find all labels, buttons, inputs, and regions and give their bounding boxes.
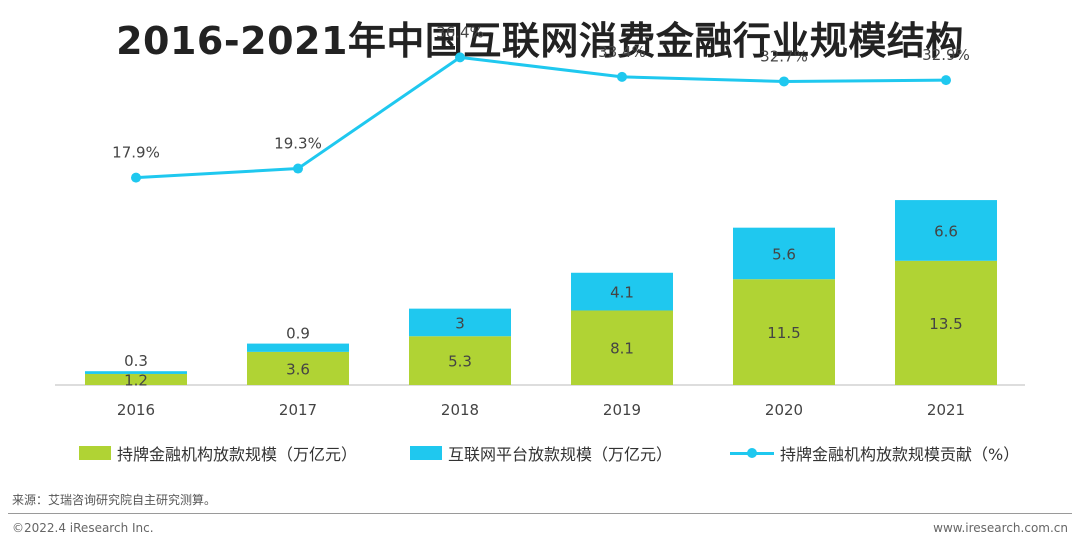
bar-platform-2016 [85, 371, 187, 374]
footer-divider [8, 513, 1072, 514]
data-label-licensed-2020: 11.5 [767, 324, 800, 342]
legend-label-contribution: 持牌金融机构放款规模贡献（%） [780, 445, 1020, 464]
bar-licensed-2019 [571, 310, 673, 385]
line-label-2017: 19.3% [274, 135, 322, 153]
legend: 持牌金融机构放款规模（万亿元） 互联网平台放款规模（万亿元） 持牌金融机构放款规… [0, 441, 1080, 465]
chart-title: 2016-2021年中国互联网消费金融行业规模结构 [116, 19, 964, 63]
x-tick-label-2016: 2016 [117, 401, 155, 419]
legend-label-internet-platforms: 互联网平台放款规模（万亿元） [448, 445, 673, 464]
bar-platform-2017 [247, 343, 349, 352]
data-label-platform-2019: 4.1 [610, 284, 634, 302]
data-label-platform-2020: 5.6 [772, 245, 796, 263]
data-label-platform-2018: 3 [455, 314, 465, 332]
legend-swatch-green [79, 446, 111, 460]
bar-licensed-2021 [895, 260, 997, 385]
x-tick-label-2018: 2018 [441, 401, 479, 419]
line-label-2018: 36.4% [436, 23, 484, 41]
bar-licensed-2018 [409, 336, 511, 385]
copyright-text: ©2022.4 iResearch Inc. [12, 521, 154, 535]
legend-item-internet-platforms: 互联网平台放款规模（万亿元） [410, 441, 672, 465]
legend-label-licensed-institutions: 持牌金融机构放款规模（万亿元） [117, 445, 358, 464]
line-contribution [135, 55, 947, 180]
x-tick-label-2020: 2020 [765, 401, 803, 419]
x-tick-label-2021: 2021 [927, 401, 965, 419]
bar-licensed-2020 [733, 279, 835, 385]
data-label-licensed-2018: 5.3 [448, 353, 472, 371]
data-label-licensed-2016: 1.2 [124, 371, 148, 389]
line-point-2018 [455, 52, 465, 63]
line-point-2017 [293, 163, 303, 174]
line-point-2016 [131, 172, 141, 183]
bar-licensed-2016 [85, 373, 187, 385]
bar-platform-2019 [571, 272, 673, 311]
line-label-2016: 17.9% [112, 144, 160, 162]
legend-item-contribution: 持牌金融机构放款规模贡献（%） [730, 441, 1019, 465]
line-point-2021 [941, 75, 951, 86]
source-note: 来源：艾瑞咨询研究院自主研究测算。 [12, 493, 217, 507]
bar-platform-2020 [733, 227, 835, 280]
line-label-2020: 32.7% [760, 47, 808, 65]
data-label-licensed-2019: 8.1 [610, 340, 634, 358]
legend-item-licensed-institutions: 持牌金融机构放款规模（万亿元） [79, 441, 357, 465]
data-label-licensed-2017: 3.6 [286, 360, 310, 378]
data-label-platform-2021: 6.6 [934, 222, 958, 240]
line-label-2021: 32.9% [922, 46, 970, 64]
x-tick-label-2017: 2017 [279, 401, 317, 419]
legend-swatch-line [730, 446, 774, 460]
legend-swatch-blue [410, 446, 442, 460]
data-label-platform-2017: 0.9 [286, 325, 310, 343]
line-point-2020 [779, 76, 789, 87]
bar-licensed-2017 [247, 351, 349, 385]
data-label-platform-2016: 0.3 [124, 352, 148, 370]
data-label-licensed-2021: 13.5 [929, 315, 962, 333]
website-text: www.iresearch.com.cn [933, 521, 1068, 535]
bar-platform-2021 [895, 200, 997, 261]
bar-platform-2018 [409, 308, 511, 337]
line-label-2019: 33.4% [598, 43, 646, 61]
x-tick-label-2019: 2019 [603, 401, 641, 419]
line-point-2019 [617, 71, 627, 82]
